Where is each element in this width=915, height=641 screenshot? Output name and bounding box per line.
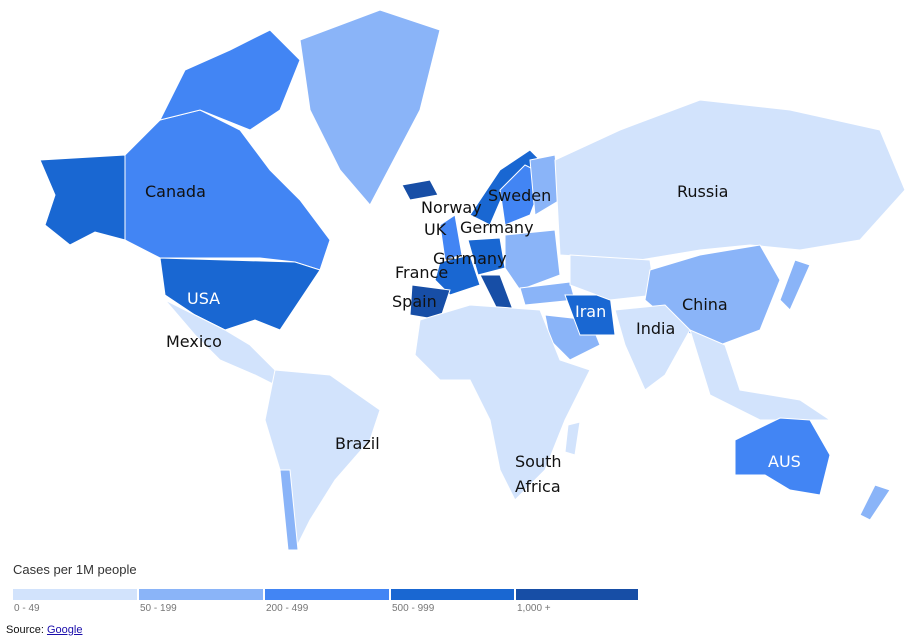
legend-label: 0 - 49	[14, 603, 40, 614]
source-link[interactable]: Google	[46, 624, 83, 636]
label-south-africa-line2: Africa	[515, 477, 561, 496]
region-iceland[interactable]	[401, 179, 439, 201]
legend-title: Cases per 1M people	[13, 562, 137, 577]
label-uk: UK	[424, 220, 447, 239]
label-aus: AUS	[768, 452, 801, 471]
label-russia: Russia	[677, 182, 729, 201]
region-france[interactable]	[434, 254, 481, 296]
label-germany-2: Germany	[433, 249, 507, 268]
region-southeast-asia[interactable]	[689, 329, 832, 421]
region-greenland[interactable]	[299, 9, 441, 206]
region-russia[interactable]	[554, 99, 906, 261]
legend-label: 1,000 +	[517, 603, 551, 614]
region-usa[interactable]	[159, 257, 321, 331]
label-spain: Spain	[392, 292, 437, 311]
legend-label: 500 - 999	[392, 603, 435, 614]
label-south-africa-line1: South	[515, 452, 562, 471]
region-japan[interactable]	[779, 259, 811, 311]
legend-swatch-500-999	[391, 589, 514, 600]
region-madagascar[interactable]	[564, 421, 581, 456]
region-australia[interactable]	[734, 417, 831, 496]
label-norway: Norway	[421, 198, 482, 217]
region-uk[interactable]	[439, 214, 463, 261]
region-alaska[interactable]	[39, 154, 126, 246]
label-canada: Canada	[145, 182, 206, 201]
region-chile[interactable]	[279, 469, 299, 551]
region-new-zealand[interactable]	[859, 484, 891, 521]
label-usa: USA	[187, 289, 221, 308]
label-india: India	[636, 319, 676, 338]
region-central-asia[interactable]	[569, 254, 656, 301]
legend-label: 200 - 499	[266, 603, 309, 614]
legend-swatch-0-49	[13, 589, 137, 600]
region-africa[interactable]	[414, 304, 591, 501]
region-iran[interactable]	[564, 294, 616, 336]
label-mexico: Mexico	[166, 332, 222, 351]
label-brazil: Brazil	[335, 434, 380, 453]
label-germany-1: Germany	[460, 218, 534, 237]
region-east-europe[interactable]	[504, 229, 561, 291]
label-china: China	[682, 295, 728, 314]
legend-swatch-200-499	[265, 589, 389, 600]
label-iran: Iran	[575, 302, 607, 321]
label-sweden: Sweden	[488, 186, 552, 205]
legend-swatch-1000-plus	[516, 589, 638, 600]
world-choropleth-map	[39, 9, 906, 552]
source-prefix: Source:	[6, 624, 44, 636]
source-line: Source: Google	[6, 624, 82, 636]
region-india[interactable]	[614, 304, 691, 391]
region-canada-arctic[interactable]	[159, 29, 301, 131]
legend-label: 50 - 199	[140, 603, 177, 614]
label-france: France	[395, 263, 449, 282]
region-south-america[interactable]	[264, 369, 381, 552]
legend-swatch-50-199	[139, 589, 263, 600]
